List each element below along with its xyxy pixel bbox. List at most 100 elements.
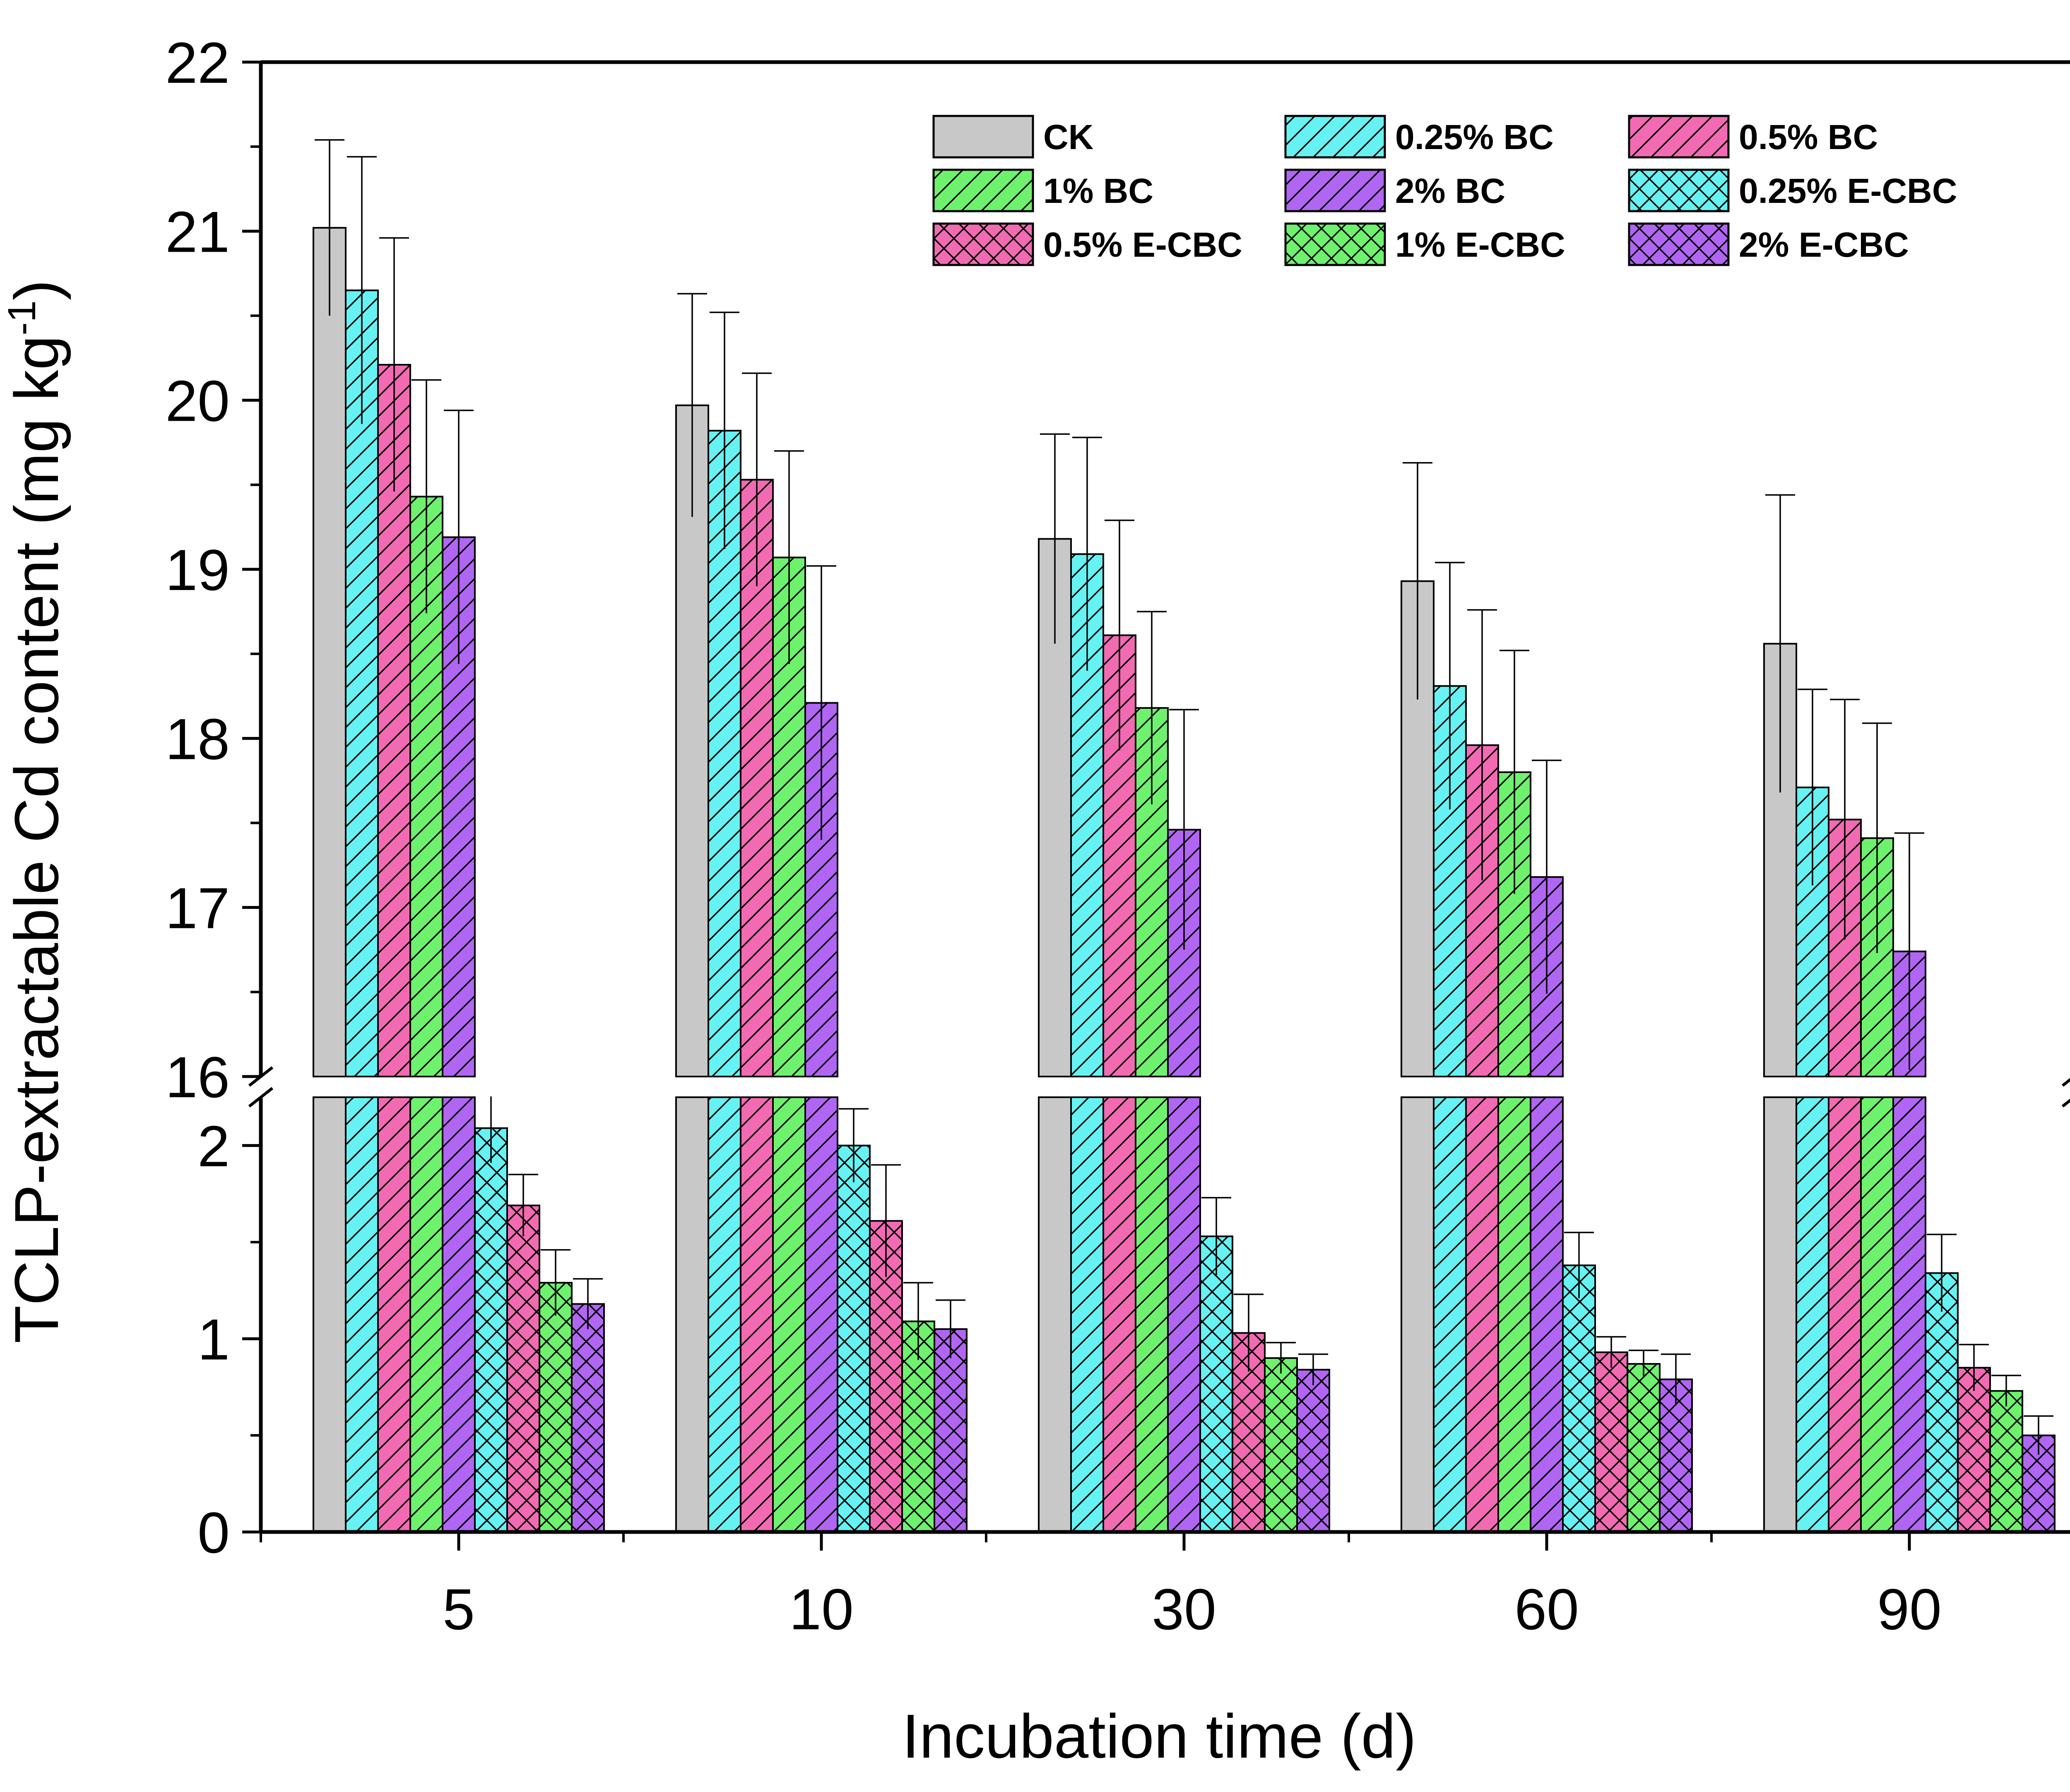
y-tick-label-20: 20 xyxy=(165,369,230,434)
y-axis-title-close: ) xyxy=(2,280,71,301)
bar-0-25-e-cbc-day-60 xyxy=(1562,1231,1596,1533)
y-axis-title-sup: -1 xyxy=(0,301,44,335)
bar-0-5-bc-day-60 xyxy=(1465,609,1499,1533)
legend-swatch xyxy=(932,169,1034,212)
bar-0-5-bc-day-10 xyxy=(740,372,774,1533)
bar-1-e-cbc-day-30 xyxy=(1264,1342,1298,1533)
ticks-layer: 16 17 18 19 20 21 22 0 1 2 5 10 30 60 90 xyxy=(165,30,1942,1642)
legend-swatch xyxy=(1628,222,1730,266)
bar-ck-day-60 xyxy=(1401,462,1435,1533)
x-tick-label-10: 10 xyxy=(789,1577,854,1642)
bar-1-bc-day-90 xyxy=(1860,722,1894,1533)
bar-1-bc-day-10 xyxy=(772,450,806,1533)
bar-1-bc-day-30 xyxy=(1135,611,1169,1533)
legend-label: CK xyxy=(1043,118,1093,157)
x-tick-label-60: 60 xyxy=(1514,1577,1579,1642)
bar-0-5-e-cbc-day-90 xyxy=(1957,1344,1991,1533)
legend-label: 0.5% E-CBC xyxy=(1043,225,1242,264)
y-tick-label-18: 18 xyxy=(165,706,230,771)
bar-0-5-e-cbc-day-30 xyxy=(1232,1293,1266,1533)
bar-0-5-e-cbc-day-5 xyxy=(506,1173,540,1533)
legend-item-2-bc: 2% BC xyxy=(1284,169,1505,212)
legend-swatch xyxy=(932,222,1034,266)
bar-0-25-e-cbc-day-5 xyxy=(474,1092,508,1533)
bar-0-25-e-cbc-day-10 xyxy=(837,1108,871,1533)
y-tick-label-17: 17 xyxy=(165,876,230,941)
legend: CK 0.25% BC 0.5% BC 1% BC 2% BC 0.25% E-CBC 0.… xyxy=(932,115,1957,266)
bar-1-e-cbc-day-60 xyxy=(1627,1349,1661,1533)
bar-ck-day-30 xyxy=(1038,433,1072,1533)
legend-item-2-e-cbc: 2% E-CBC xyxy=(1628,222,1909,266)
y-tick-label-22: 22 xyxy=(165,30,230,95)
bar-1-e-cbc-day-10 xyxy=(901,1282,935,1533)
bar-0-25-bc-day-60 xyxy=(1433,561,1467,1533)
legend-label: 0.25% E-CBC xyxy=(1739,171,1957,210)
legend-label: 1% BC xyxy=(1043,171,1153,210)
bar-0-25-e-cbc-day-30 xyxy=(1199,1197,1233,1533)
legend-swatch xyxy=(1284,222,1386,266)
bar-0-5-bc-day-90 xyxy=(1828,698,1862,1533)
legend-label: 2% E-CBC xyxy=(1739,225,1909,264)
bar-2-bc-day-10 xyxy=(804,565,838,1533)
x-tick-label-90: 90 xyxy=(1877,1577,1942,1642)
bar-0-5-e-cbc-day-10 xyxy=(869,1164,903,1533)
bar-0-5-e-cbc-day-60 xyxy=(1594,1336,1628,1533)
bar-1-e-cbc-day-5 xyxy=(539,1249,573,1533)
break-mark-right-upper xyxy=(2061,1078,2070,1087)
bar-2-e-cbc-day-5 xyxy=(571,1278,605,1533)
legend-item-0-25-bc: 0.25% BC xyxy=(1284,115,1554,159)
bar-1-bc-day-5 xyxy=(409,379,443,1533)
bar-2-bc-day-5 xyxy=(442,409,476,1533)
y-axis-title: TCLP-extractable Cd content (mg kg-1) xyxy=(0,280,71,1344)
bar-0-5-bc-day-5 xyxy=(377,237,411,1533)
bar-2-bc-day-60 xyxy=(1530,759,1564,1533)
bar-ck-day-10 xyxy=(675,293,709,1533)
y-tick-label-21: 21 xyxy=(165,199,230,264)
x-tick-label-5: 5 xyxy=(443,1577,475,1642)
x-axis-title: Incubation time (d) xyxy=(902,1701,1416,1771)
legend-label: 0.25% BC xyxy=(1395,118,1554,157)
legend-swatch xyxy=(1284,169,1386,212)
legend-swatch xyxy=(932,115,1034,159)
legend-swatch xyxy=(1628,115,1730,159)
y-tick-label-lower-1: 1 xyxy=(197,1307,230,1372)
legend-item-0-5-e-cbc: 0.5% E-CBC xyxy=(932,222,1242,266)
legend-item-0-25-e-cbc: 0.25% E-CBC xyxy=(1628,169,1957,212)
bar-2-e-cbc-day-30 xyxy=(1296,1353,1330,1533)
bar-ck-day-5 xyxy=(313,139,347,1533)
break-mark-right-lower xyxy=(2061,1098,2070,1108)
bar-0-25-e-cbc-day-90 xyxy=(1925,1233,1959,1533)
bar-1-e-cbc-day-90 xyxy=(1989,1375,2023,1533)
bar-2-bc-day-90 xyxy=(1892,832,1926,1533)
legend-item-1-e-cbc: 1% E-CBC xyxy=(1284,222,1565,266)
break-mark-left-lower xyxy=(248,1087,274,1108)
legend-label: 1% E-CBC xyxy=(1395,225,1565,264)
bar-2-e-cbc-day-60 xyxy=(1659,1353,1693,1533)
legend-label: 0.5% BC xyxy=(1739,118,1878,157)
legend-item-ck: CK xyxy=(932,115,1093,159)
y-tick-label-16: 16 xyxy=(165,1045,230,1110)
bar-0-5-bc-day-30 xyxy=(1102,519,1136,1533)
bar-0-25-bc-day-30 xyxy=(1070,436,1104,1533)
bar-0-25-bc-day-10 xyxy=(708,311,741,1533)
axis-break-gap xyxy=(258,1077,2070,1096)
legend-item-1-bc: 1% BC xyxy=(932,169,1153,212)
legend-swatch xyxy=(1628,169,1730,212)
bar-2-e-cbc-day-10 xyxy=(934,1299,968,1533)
x-tick-label-30: 30 xyxy=(1152,1577,1216,1642)
bar-2-bc-day-30 xyxy=(1167,709,1201,1533)
bars-layer xyxy=(313,139,2056,1533)
bar-0-25-bc-day-90 xyxy=(1796,689,1829,1533)
legend-item-0-5-bc: 0.5% BC xyxy=(1628,115,1878,159)
bar-ck-day-90 xyxy=(1763,494,1797,1533)
legend-label: 2% BC xyxy=(1395,171,1505,210)
legend-swatch xyxy=(1284,115,1386,159)
bar-0-25-bc-day-5 xyxy=(345,156,379,1533)
y-tick-label-lower-0: 0 xyxy=(197,1500,230,1565)
y-tick-label-lower-2: 2 xyxy=(197,1114,230,1179)
bar-1-bc-day-60 xyxy=(1497,650,1531,1533)
y-axis-title-main: TCLP-extractable Cd content (mg kg xyxy=(2,335,71,1343)
bar-2-e-cbc-day-90 xyxy=(2022,1415,2056,1533)
y-tick-label-19: 19 xyxy=(165,537,230,602)
